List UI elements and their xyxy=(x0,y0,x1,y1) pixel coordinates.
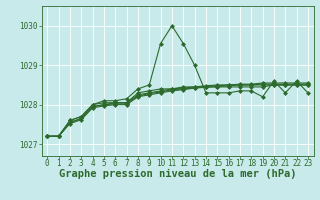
X-axis label: Graphe pression niveau de la mer (hPa): Graphe pression niveau de la mer (hPa) xyxy=(59,169,296,179)
